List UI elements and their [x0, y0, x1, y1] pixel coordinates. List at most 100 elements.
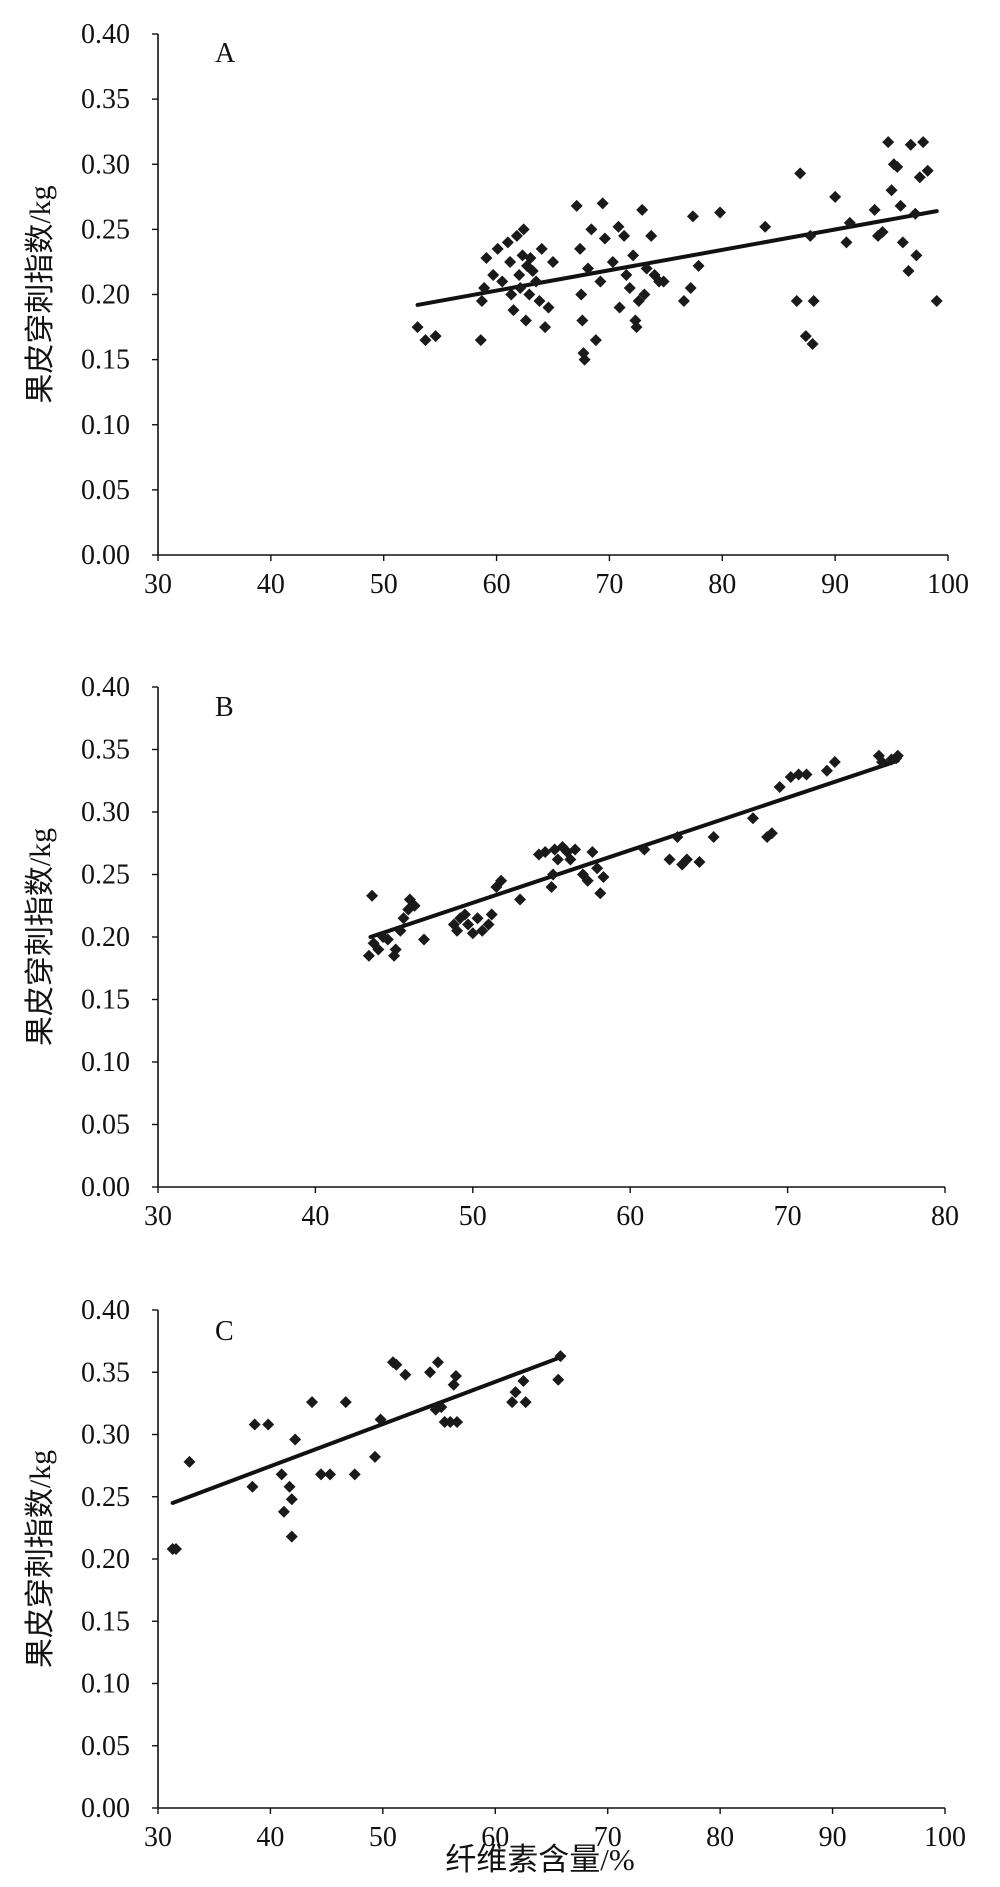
data-point	[362, 949, 375, 962]
data-point	[576, 314, 589, 327]
data-point	[462, 918, 475, 931]
data-point	[507, 304, 520, 317]
y-tick-label: 0.25	[81, 214, 130, 245]
y-tick-label: 0.00	[81, 1172, 130, 1203]
data-point	[283, 1480, 296, 1493]
x-tick-label: 50	[369, 1822, 397, 1853]
x-tick-label: 40	[301, 1201, 329, 1232]
y-tick-label: 0.35	[81, 1357, 130, 1388]
data-point	[686, 210, 699, 223]
data-point	[183, 1455, 196, 1468]
data-point	[575, 288, 588, 301]
panel-a: 0.00 0.05 0.10 0.15 0.20 0.25 0.30 0.35 0.40 30 40…	[24, 19, 969, 600]
x-tick-label: 50	[370, 569, 398, 600]
x-tick-label: 90	[821, 569, 849, 600]
x-tick-label: 60	[481, 1822, 509, 1853]
y-tick-label: 0.10	[81, 1669, 130, 1700]
data-point	[552, 1373, 565, 1386]
y-tick-label: 0.05	[81, 1110, 130, 1141]
data-point	[474, 334, 487, 347]
data-point	[501, 236, 514, 249]
data-point	[545, 881, 558, 893]
data-point	[917, 136, 930, 149]
y-tick-label: 0.20	[81, 922, 130, 953]
data-point	[533, 295, 546, 308]
data-point	[597, 871, 610, 883]
data-point	[564, 853, 577, 866]
data-point	[570, 199, 583, 212]
data-point	[169, 1543, 182, 1556]
data-point	[478, 281, 491, 294]
x-tick-label: 90	[819, 1822, 847, 1853]
data-point	[482, 918, 495, 931]
data-point	[807, 295, 820, 308]
data-point	[542, 301, 555, 314]
data-point	[289, 1433, 302, 1446]
data-point	[526, 265, 539, 278]
data-point	[431, 1356, 444, 1369]
data-point	[876, 225, 889, 238]
data-point	[636, 203, 649, 216]
data-point	[640, 262, 653, 275]
y-tick-label: 0.30	[81, 1420, 130, 1451]
data-point	[638, 288, 651, 301]
data-point	[513, 268, 526, 281]
y-tick-label: 0.30	[81, 149, 130, 180]
data-point	[510, 229, 523, 242]
data-point	[828, 756, 841, 768]
data-point	[411, 321, 424, 334]
data-point	[523, 288, 536, 301]
data-point	[882, 136, 895, 149]
data-point	[277, 1505, 290, 1518]
data-point	[894, 199, 907, 212]
data-point	[418, 933, 431, 946]
y-tick-label: 0.25	[81, 860, 130, 891]
data-point	[444, 1416, 457, 1429]
data-point	[594, 887, 607, 900]
y-tick-label: 0.20	[81, 280, 130, 311]
data-point	[606, 255, 619, 268]
data-point	[487, 268, 500, 281]
y-axis-label: 果皮穿刺指数/kg	[24, 185, 57, 403]
panel-letter: B	[215, 692, 234, 723]
x-tick-label: 70	[594, 1822, 622, 1853]
data-point	[620, 268, 633, 281]
data-point	[759, 220, 772, 233]
y-tick-label: 0.35	[81, 84, 130, 115]
data-point	[876, 756, 889, 768]
data-point	[707, 831, 720, 843]
data-point	[891, 749, 904, 762]
x-tick-label: 30	[144, 569, 172, 600]
y-tick-label: 0.40	[81, 19, 130, 50]
data-point	[471, 912, 484, 925]
data-point	[586, 846, 599, 858]
panel-letter: A	[215, 38, 236, 69]
data-point	[372, 943, 385, 956]
x-tick-label: 80	[931, 1201, 959, 1232]
data-point	[505, 288, 518, 301]
data-point	[275, 1468, 288, 1481]
data-point	[517, 1374, 530, 1387]
data-point	[419, 334, 432, 347]
data-point	[506, 1396, 519, 1409]
data-point	[435, 1401, 448, 1414]
data-point	[773, 781, 786, 793]
data-point	[447, 1378, 460, 1391]
data-point	[429, 330, 442, 343]
data-point	[491, 242, 504, 255]
y-tick-label: 0.15	[81, 1606, 130, 1637]
y-tick-label: 0.00	[81, 540, 130, 571]
data-point	[554, 1350, 567, 1363]
data-point	[902, 265, 915, 278]
data-point	[368, 1450, 381, 1463]
data-point	[630, 321, 643, 334]
data-point	[663, 853, 676, 866]
data-point	[551, 853, 564, 866]
data-point	[645, 229, 658, 242]
y-axis-label: 果皮穿刺指数/kg	[24, 828, 57, 1046]
data-point	[366, 889, 379, 902]
trend-line	[170, 1355, 563, 1505]
trend-line	[368, 758, 900, 939]
y-tick-label: 0.15	[81, 985, 130, 1016]
